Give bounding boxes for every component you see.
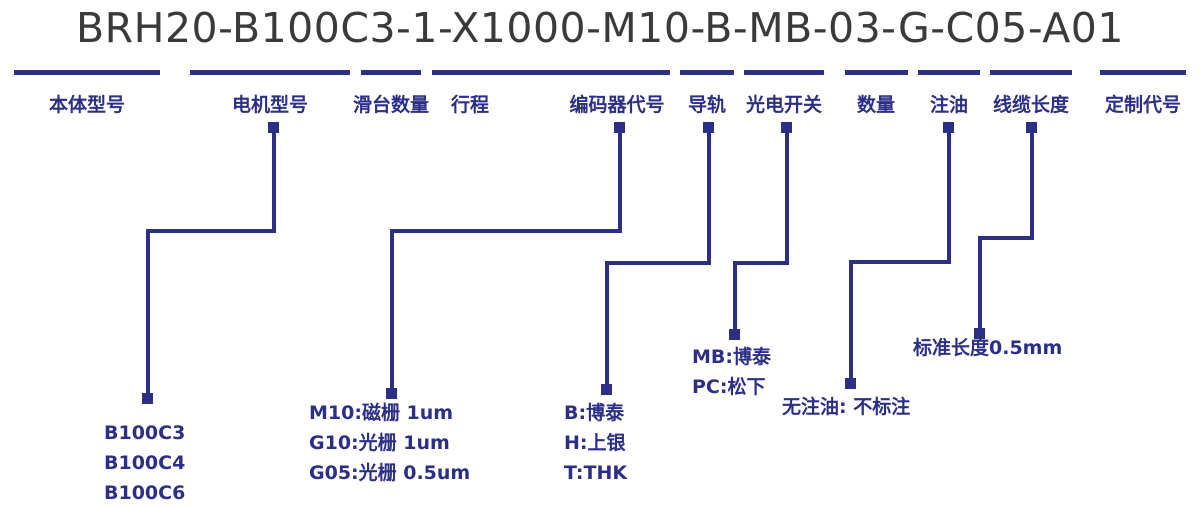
field-label-stroke: 行程 <box>450 94 489 116</box>
leader-segment-cable-length-v2 <box>978 236 982 332</box>
leader-end-dot-photo-switch <box>729 329 740 340</box>
leader-segment-oiling-v1 <box>947 128 951 262</box>
note-line: G05:光栅 0.5um <box>309 462 471 484</box>
segment-rule-encoder-code <box>566 70 670 75</box>
field-label-cable-length: 线缆长度 <box>992 94 1069 116</box>
field-label-body-model: 本体型号 <box>48 94 125 116</box>
note-encoder-options: M10:磁栅 1um G10:光栅 1um G05:光栅 0.5um <box>309 398 470 488</box>
leader-segment-encoder-v2 <box>390 229 394 392</box>
note-line: M10:磁栅 1um <box>309 402 454 424</box>
segment-rule-slider-count <box>361 70 421 75</box>
leader-end-dot-oiling <box>845 378 856 389</box>
leader-segment-oiling-v2 <box>849 260 853 382</box>
note-line: B100C6 <box>104 482 186 504</box>
note-line: B100C3 <box>104 422 186 444</box>
note-line: T:THK <box>564 462 628 484</box>
field-label-slider-count: 滑台数量 <box>352 94 429 116</box>
leader-segment-body-model-v2 <box>146 229 150 397</box>
segment-rule-photo-switch <box>744 70 824 75</box>
segment-rule-motor-model <box>190 70 350 75</box>
leader-end-dot-guide-rail <box>601 384 612 395</box>
field-label-motor-model: 电机型号 <box>231 94 308 116</box>
leader-segment-cable-length-h <box>978 236 1034 240</box>
note-line: MB:博泰 <box>692 346 771 368</box>
leader-end-dot-encoder <box>386 388 397 399</box>
note-cable-length-options: 标准长度0.5mm <box>913 333 1062 363</box>
leader-segment-encoder-h <box>390 229 622 233</box>
note-line: B:博泰 <box>564 402 625 424</box>
segment-rule-custom-code <box>1100 70 1186 75</box>
field-label-photo-switch: 光电开关 <box>745 94 822 116</box>
note-body-model-options: B100C3 B100C4 B100C6 <box>104 418 185 507</box>
field-label-custom-code: 定制代号 <box>1104 94 1181 116</box>
leader-start-dot-guide-rail <box>703 122 714 133</box>
field-label-quantity: 数量 <box>856 94 895 116</box>
leader-start-dot-photo-switch <box>781 122 792 133</box>
leader-start-dot-body-model <box>268 122 279 133</box>
leader-segment-body-model-v1 <box>272 128 276 231</box>
leader-start-dot-encoder <box>614 122 625 133</box>
leader-start-dot-cable-length <box>1026 122 1037 133</box>
leader-segment-photo-switch-h <box>733 261 789 265</box>
segment-rule-body-model <box>14 70 160 75</box>
note-line: B100C4 <box>104 452 186 474</box>
note-guide-rail-options: B:博泰 H:上银 T:THK <box>564 398 627 488</box>
leader-segment-oiling-h <box>849 260 951 264</box>
segment-rule-quantity <box>845 70 908 75</box>
leader-segment-cable-length-v1 <box>1030 128 1034 238</box>
leader-start-dot-oiling <box>943 122 954 133</box>
note-line: PC:松下 <box>692 376 766 398</box>
note-line: G10:光栅 1um <box>309 432 450 454</box>
note-oiling-options: 无注油: 不标注 <box>782 392 910 422</box>
leader-segment-guide-rail-h <box>605 261 711 265</box>
leader-segment-guide-rail-v2 <box>605 261 609 388</box>
leader-segment-photo-switch-v1 <box>785 128 789 263</box>
leader-end-dot-body-model <box>142 393 153 404</box>
leader-segment-guide-rail-v1 <box>707 128 711 263</box>
leader-end-dot-cable-length <box>974 328 985 339</box>
leader-segment-photo-switch-v2 <box>733 261 737 333</box>
field-label-oiling: 注油 <box>929 94 968 116</box>
note-line: 标准长度0.5mm <box>913 337 1063 359</box>
segment-rule-guide-rail <box>680 70 734 75</box>
leader-segment-body-model-h <box>146 229 276 233</box>
note-photo-switch-options: MB:博泰 PC:松下 <box>692 342 771 402</box>
field-label-guide-rail: 导轨 <box>687 94 726 116</box>
field-label-encoder-code: 编码器代号 <box>569 94 665 116</box>
note-line: 无注油: 不标注 <box>782 396 911 418</box>
leader-segment-encoder-v1 <box>618 128 622 231</box>
note-line: H:上银 <box>564 432 626 454</box>
segment-rule-cable-length <box>990 70 1072 75</box>
segment-rule-stroke <box>432 70 566 75</box>
model-code-title: BRH20-B100C3-1-X1000-M10-B-MB-03-G-C05-A… <box>76 4 1124 52</box>
segment-rule-oiling <box>918 70 980 75</box>
